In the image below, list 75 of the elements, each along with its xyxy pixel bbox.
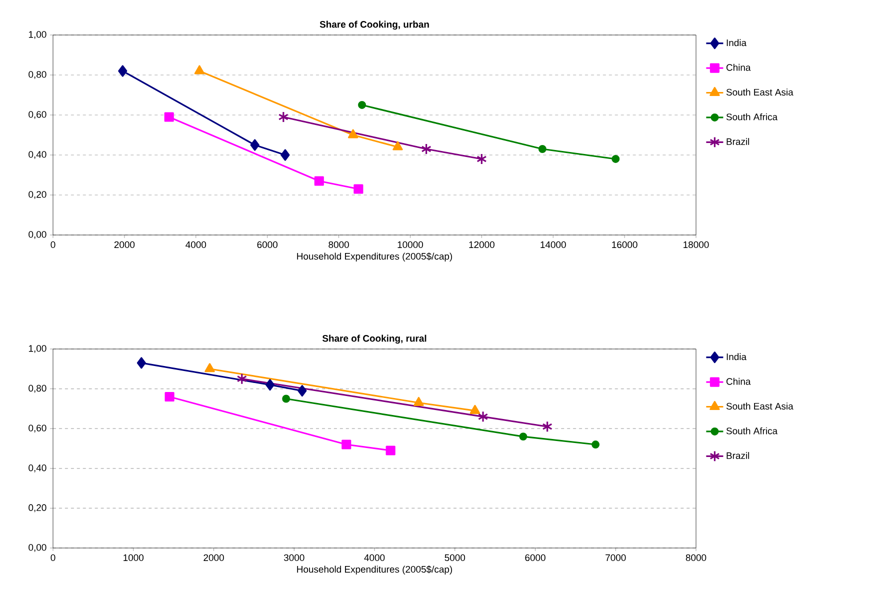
legend-label: South East Asia bbox=[726, 402, 794, 410]
point bbox=[118, 65, 128, 77]
point bbox=[204, 363, 215, 372]
legend-label: South Africa bbox=[726, 113, 778, 120]
x-tick-label: 8000 bbox=[686, 554, 706, 562]
y-tick-label: 0,40 bbox=[28, 151, 46, 159]
x-axis-title: Household Expenditures (2005$/cap) bbox=[297, 566, 452, 575]
x-tick-label: 6000 bbox=[525, 554, 546, 562]
point bbox=[136, 357, 146, 369]
legend-label: China bbox=[726, 378, 751, 385]
x-tick-label: 6000 bbox=[257, 241, 278, 248]
legend-label: China bbox=[726, 64, 751, 71]
point bbox=[282, 394, 290, 403]
point bbox=[348, 129, 358, 138]
x-axis-title: Household Expenditures (2005$/cap) bbox=[297, 252, 452, 262]
chart-title: Share of Cooking, rural bbox=[322, 334, 426, 344]
point bbox=[421, 143, 432, 155]
x-tick-label: 16000 bbox=[612, 241, 638, 248]
point bbox=[342, 440, 352, 450]
point bbox=[250, 139, 260, 151]
point bbox=[519, 432, 528, 441]
x-tick-label: 0 bbox=[50, 554, 56, 562]
x-tick-label: 2000 bbox=[114, 241, 135, 248]
legend-label: India bbox=[726, 353, 747, 360]
point bbox=[358, 101, 366, 109]
point bbox=[314, 176, 324, 186]
point bbox=[612, 155, 620, 163]
y-tick-label: 0,20 bbox=[28, 191, 46, 199]
legend-label: Brazil bbox=[726, 452, 750, 459]
y-tick-label: 0,60 bbox=[28, 111, 46, 119]
x-tick-label: 3000 bbox=[284, 554, 304, 562]
y-tick-label: 0,20 bbox=[28, 504, 46, 512]
x-tick-label: 12000 bbox=[469, 241, 494, 248]
point bbox=[164, 392, 174, 402]
y-tick-label: 0,80 bbox=[28, 384, 46, 393]
legend-label: South East Asia bbox=[726, 88, 794, 96]
point bbox=[478, 410, 488, 422]
y-tick-label: 0,40 bbox=[28, 464, 46, 472]
x-tick-label: 7000 bbox=[606, 554, 626, 562]
x-tick-label: 1000 bbox=[124, 554, 144, 562]
y-tick-label: 0,60 bbox=[28, 424, 46, 433]
point bbox=[542, 420, 552, 432]
point bbox=[386, 446, 396, 456]
y-tick-label: 1,00 bbox=[28, 345, 46, 353]
y-tick-label: 1,00 bbox=[28, 31, 46, 39]
x-tick-label: 18000 bbox=[684, 241, 709, 248]
point bbox=[265, 379, 275, 391]
point bbox=[194, 65, 205, 74]
x-tick-label: 2000 bbox=[204, 554, 224, 562]
point bbox=[354, 184, 364, 194]
y-tick-label: 0,00 bbox=[28, 231, 46, 239]
x-tick-label: 8000 bbox=[328, 241, 349, 248]
point bbox=[298, 385, 307, 397]
point bbox=[164, 112, 174, 122]
chart-title: Share of Cooking, urban bbox=[320, 20, 429, 30]
x-tick-label: 5000 bbox=[444, 554, 466, 562]
y-tick-label: 0,00 bbox=[28, 544, 46, 552]
point bbox=[392, 141, 403, 150]
y-tick-label: 0,80 bbox=[28, 71, 46, 79]
point bbox=[592, 440, 600, 449]
legend-label: Brazil bbox=[726, 138, 750, 145]
point bbox=[476, 153, 487, 165]
x-tick-label: 4000 bbox=[364, 554, 385, 562]
point bbox=[280, 149, 290, 161]
x-tick-label: 14000 bbox=[540, 241, 566, 248]
point bbox=[278, 111, 289, 123]
point bbox=[414, 396, 424, 406]
x-tick-label: 4000 bbox=[186, 241, 206, 248]
x-tick-label: 10000 bbox=[398, 241, 424, 248]
point bbox=[236, 373, 247, 385]
legend-label: India bbox=[726, 39, 747, 46]
x-tick-label: 0 bbox=[50, 241, 56, 248]
point bbox=[538, 145, 546, 153]
point bbox=[470, 404, 480, 414]
legend-label: South Africa bbox=[726, 427, 778, 434]
